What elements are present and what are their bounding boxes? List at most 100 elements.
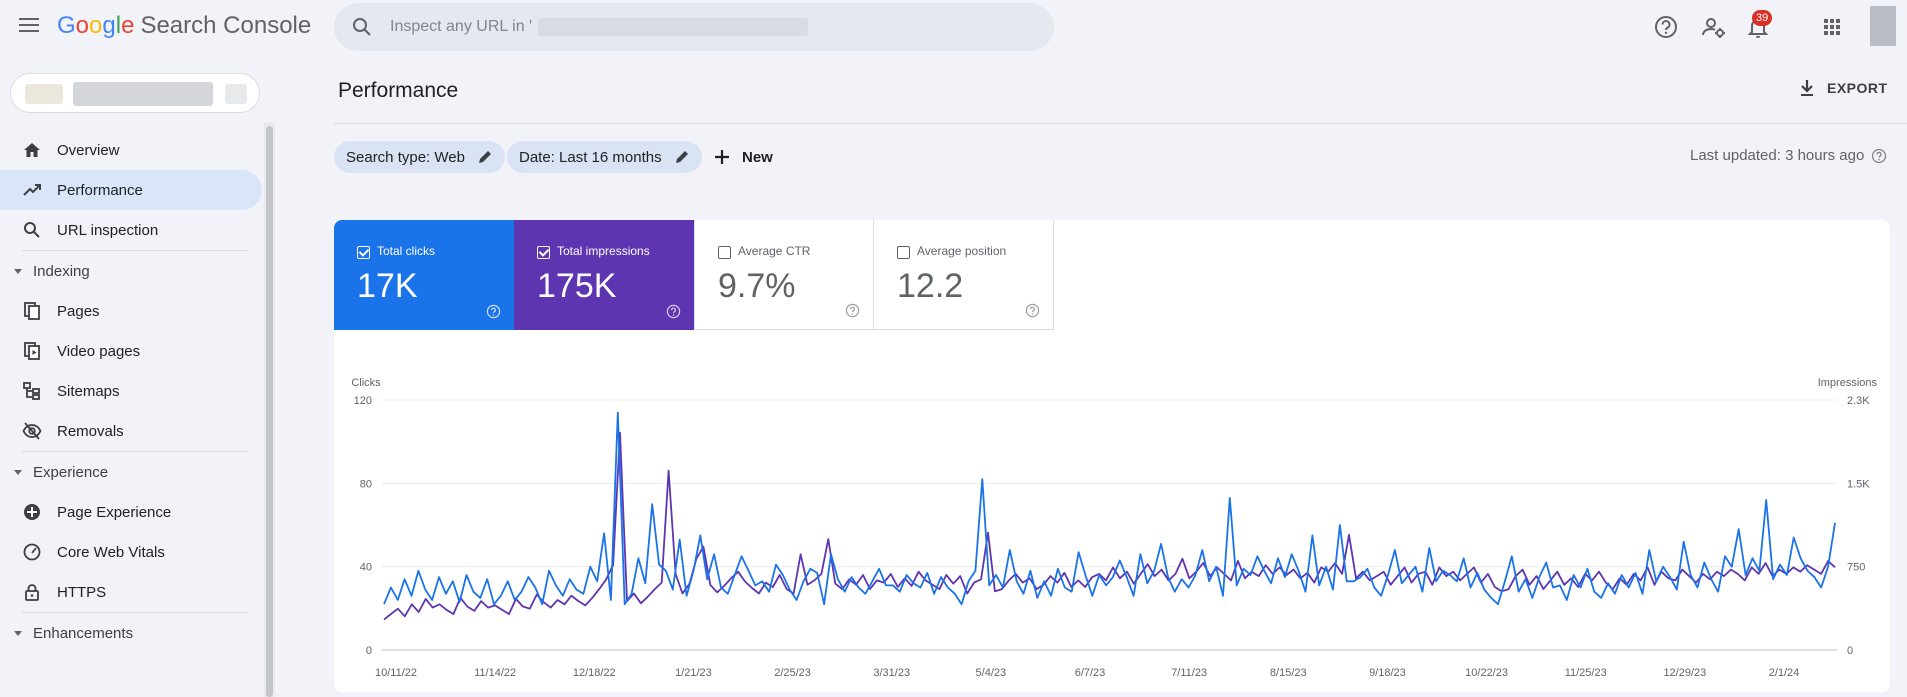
help-icon[interactable] bbox=[1652, 13, 1680, 41]
sidebar-item-core-web-vitals[interactable]: Core Web Vitals bbox=[0, 532, 262, 572]
x-axis-tick: 1/21/23 bbox=[675, 667, 712, 679]
metric-label: Average CTR bbox=[738, 244, 811, 258]
scrollbar-thumb[interactable] bbox=[266, 126, 273, 697]
checkbox-unchecked[interactable] bbox=[718, 246, 731, 259]
help-icon[interactable] bbox=[1871, 148, 1887, 164]
property-favicon bbox=[25, 84, 63, 104]
sidebar-item-url-inspection[interactable]: URL inspection bbox=[0, 210, 262, 250]
sidebar-item-label: Overview bbox=[57, 141, 120, 159]
last-updated: Last updated: 3 hours ago bbox=[1690, 147, 1887, 164]
sidebar-section-experience[interactable]: Experience bbox=[0, 452, 262, 492]
performance-card: Total clicks 17K Total impressions 175K … bbox=[334, 220, 1890, 692]
metric-label: Average position bbox=[917, 244, 1007, 258]
metric-average-ctr[interactable]: Average CTR 9.7% bbox=[694, 220, 874, 330]
menu-icon[interactable] bbox=[16, 14, 42, 40]
x-axis-tick: 8/15/23 bbox=[1270, 667, 1307, 679]
sidebar-item-performance[interactable]: Performance bbox=[0, 170, 262, 210]
removals-icon bbox=[22, 422, 42, 440]
url-inspection-search[interactable]: Inspect any URL in ' bbox=[334, 3, 1054, 51]
left-axis-tick: 120 bbox=[354, 395, 372, 407]
manage-users-icon[interactable] bbox=[1700, 13, 1728, 41]
sidebar-item-video-pages[interactable]: Video pages bbox=[0, 331, 262, 371]
property-selector[interactable] bbox=[10, 73, 260, 113]
x-axis-tick: 11/14/22 bbox=[474, 667, 516, 679]
search-icon bbox=[24, 222, 40, 238]
x-axis-tick: 9/18/23 bbox=[1369, 667, 1406, 679]
sidebar-item-label: Performance bbox=[57, 181, 143, 199]
sidebar-item-page-experience[interactable]: Page Experience bbox=[0, 492, 262, 532]
right-axis-tick: 0 bbox=[1847, 645, 1853, 657]
x-axis-tick: 2/1/24 bbox=[1769, 667, 1800, 679]
page-title: Performance bbox=[338, 79, 459, 102]
home-icon bbox=[24, 143, 40, 157]
property-dropdown-redacted bbox=[225, 84, 247, 104]
redacted-property bbox=[538, 18, 809, 36]
lock-icon bbox=[25, 584, 39, 601]
account-avatar[interactable] bbox=[1870, 6, 1896, 46]
checkbox-unchecked[interactable] bbox=[897, 246, 910, 259]
sidebar-item-label: URL inspection bbox=[57, 221, 159, 239]
left-axis-title: Clicks bbox=[351, 377, 381, 389]
sidebar-item-pages[interactable]: Pages bbox=[0, 291, 262, 331]
plus-icon bbox=[715, 150, 729, 164]
sidebar-item-label: Core Web Vitals bbox=[57, 543, 165, 561]
metric-average-position[interactable]: Average position 12.2 bbox=[874, 220, 1054, 330]
edit-icon[interactable] bbox=[477, 149, 493, 165]
x-axis-tick: 3/31/23 bbox=[873, 667, 910, 679]
header-divider bbox=[334, 123, 1907, 124]
collapse-arrow-icon bbox=[14, 630, 22, 636]
sidebar-item-label: HTTPS bbox=[57, 583, 107, 601]
sidebar-item-https[interactable]: HTTPS bbox=[0, 572, 262, 612]
pages-icon bbox=[24, 302, 40, 320]
sidebar-item-label: Removals bbox=[57, 422, 124, 440]
edit-icon[interactable] bbox=[674, 149, 690, 165]
sidebar-item-label: Sitemaps bbox=[57, 382, 120, 400]
export-label: EXPORT bbox=[1827, 80, 1888, 96]
notification-count-badge: 39 bbox=[1752, 10, 1773, 26]
x-axis-tick: 10/11/22 bbox=[375, 667, 417, 679]
sidebar-divider bbox=[22, 451, 248, 452]
x-axis-tick: 12/18/22 bbox=[573, 667, 616, 679]
page-experience-icon bbox=[24, 504, 40, 520]
help-icon[interactable] bbox=[845, 303, 860, 318]
collapse-arrow-icon bbox=[14, 268, 22, 274]
sidebar-item-removals[interactable]: Removals bbox=[0, 411, 262, 451]
metric-label: Total impressions bbox=[557, 244, 650, 258]
checkbox-checked[interactable] bbox=[357, 246, 370, 259]
sidebar-section-enhancements[interactable]: Enhancements bbox=[0, 613, 262, 653]
search-input[interactable]: Inspect any URL in ' bbox=[390, 18, 533, 35]
last-updated-text: Last updated: 3 hours ago bbox=[1690, 147, 1865, 164]
left-axis-tick: 80 bbox=[360, 478, 372, 490]
metric-value: 12.2 bbox=[897, 267, 964, 305]
help-icon[interactable] bbox=[486, 304, 501, 319]
metric-total-impressions[interactable]: Total impressions 175K bbox=[514, 220, 694, 330]
app-logo[interactable]: Google Search Console bbox=[57, 12, 312, 39]
help-icon[interactable] bbox=[1025, 303, 1040, 318]
filter-chip-search-type[interactable]: Search type: Web bbox=[334, 141, 505, 173]
filter-chip-date[interactable]: Date: Last 16 months bbox=[507, 141, 702, 173]
help-icon[interactable] bbox=[666, 304, 681, 319]
sidebar-nav: Overview Performance URL inspection Inde… bbox=[0, 130, 262, 653]
filter-chip-label: Date: Last 16 months bbox=[519, 148, 662, 166]
metric-label: Total clicks bbox=[377, 244, 436, 258]
sidebar-item-label: Pages bbox=[57, 302, 100, 320]
sidebar-item-overview[interactable]: Overview bbox=[0, 130, 262, 170]
property-name-redacted bbox=[73, 82, 213, 106]
apps-grid-icon[interactable] bbox=[1818, 13, 1846, 41]
new-filter-label: New bbox=[742, 148, 773, 166]
sidebar-section-label: Indexing bbox=[33, 262, 90, 280]
metric-total-clicks[interactable]: Total clicks 17K bbox=[334, 220, 514, 330]
sidebar-scrollbar[interactable] bbox=[264, 122, 275, 697]
new-filter-button[interactable]: New bbox=[712, 143, 773, 171]
export-button[interactable]: EXPORT bbox=[1797, 78, 1888, 98]
checkbox-checked[interactable] bbox=[537, 246, 550, 259]
sidebar-section-indexing[interactable]: Indexing bbox=[0, 251, 262, 291]
gauge-icon bbox=[23, 543, 41, 561]
filter-chip-label: Search type: Web bbox=[346, 148, 465, 166]
sidebar-item-label: Video pages bbox=[57, 342, 141, 360]
sidebar-item-sitemaps[interactable]: Sitemaps bbox=[0, 371, 262, 411]
download-icon bbox=[1801, 80, 1813, 96]
right-axis-tick: 750 bbox=[1847, 562, 1865, 574]
x-axis-tick: 2/25/23 bbox=[774, 667, 811, 679]
